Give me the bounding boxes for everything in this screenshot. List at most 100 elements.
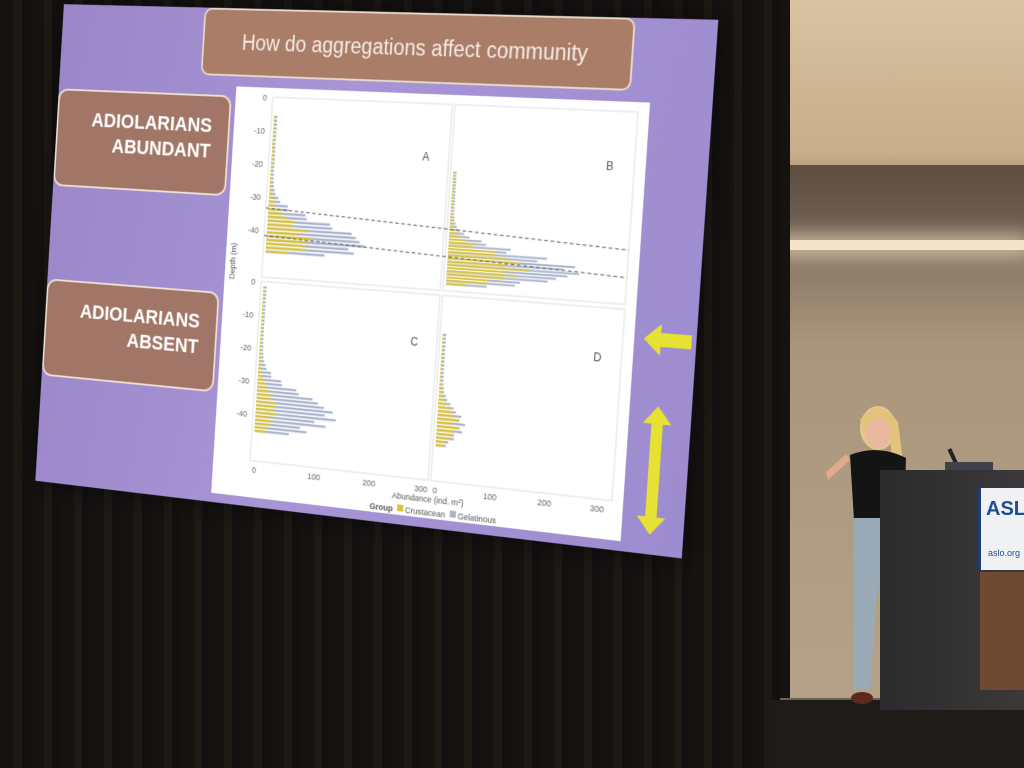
bar-crustacean (262, 305, 264, 307)
y-tick: -10 (254, 125, 266, 135)
bar-crustacean (442, 345, 444, 347)
y-tick: 0 (262, 92, 267, 102)
bar-crustacean (451, 200, 453, 202)
bar-crustacean (439, 387, 442, 390)
vertical-double-arrow-icon (635, 405, 672, 536)
x-tick: 200 (362, 477, 376, 489)
bar-crustacean (274, 116, 276, 118)
bar-crustacean (453, 178, 455, 180)
x-axis-label-close: ) (461, 498, 465, 509)
bar-crustacean (450, 213, 452, 215)
bar-crustacean (453, 175, 455, 177)
bar-crustacean (441, 360, 443, 362)
bar-crustacean (261, 316, 263, 318)
y-tick: -40 (248, 225, 260, 236)
legend-title: Group (369, 501, 393, 514)
bar-crustacean (263, 286, 265, 288)
bar-crustacean (450, 219, 453, 221)
bar-crustacean (263, 297, 265, 299)
bar-crustacean (262, 301, 264, 303)
panel-d (431, 295, 625, 500)
bar-crustacean (274, 120, 276, 122)
x-tick: 0 (252, 465, 257, 475)
bar-crustacean (441, 353, 443, 355)
bar-crustacean (271, 166, 273, 168)
bar-crustacean (261, 319, 263, 321)
bar-crustacean (269, 196, 273, 199)
y-axis-label: Depth (m) (227, 242, 238, 279)
chart-area: A B C D 0 -10 -20 -30 -40 0 -10 -20 -30 … (211, 86, 650, 541)
x-tick: 200 (537, 497, 552, 509)
bar-crustacean (260, 330, 262, 332)
bar-crustacean (270, 185, 272, 187)
label-radiolarians-absent: ADIOLARIANS ABSENT (42, 278, 220, 392)
bar-crustacean (441, 364, 443, 366)
left-arrow-icon (643, 321, 693, 361)
projection-screen: How do aggregations affect community str… (35, 4, 718, 558)
bar-crustacean (271, 158, 273, 160)
bar-crustacean (440, 375, 442, 377)
bar-crustacean (273, 127, 275, 129)
ceiling-soffit (780, 165, 1024, 250)
y-tick: -10 (242, 309, 254, 320)
bar-crustacean (451, 203, 453, 205)
depth-abundance-chart: A B C D 0 -10 -20 -30 -40 0 -10 -20 -30 … (211, 86, 650, 541)
bar-crustacean (273, 123, 275, 125)
bar-crustacean (259, 352, 261, 354)
bar-crustacean (263, 290, 265, 292)
bar-crustacean (269, 193, 272, 195)
bar-crustacean (273, 131, 275, 133)
bar-crustacean (272, 146, 274, 148)
bar-crustacean (273, 135, 275, 137)
slide-title: How do aggregations affect community str… (201, 8, 636, 91)
bar-crustacean (270, 173, 272, 175)
panel-a (262, 97, 453, 290)
bar-crustacean (260, 338, 262, 340)
bar-crustacean (452, 184, 454, 186)
bar-crustacean (440, 372, 442, 374)
light-strip (780, 240, 1024, 250)
aslo-logo: ASL (986, 498, 1024, 521)
bar-crustacean (262, 312, 264, 314)
y-tick: -20 (252, 158, 264, 169)
legend-item: Crustacean (405, 505, 446, 520)
bar-crustacean (258, 363, 261, 365)
bar-crustacean (258, 367, 261, 370)
bar-crustacean (452, 188, 454, 190)
bar-crustacean (268, 204, 274, 207)
bar-crustacean (442, 349, 444, 351)
stage (770, 700, 1024, 768)
panel-letter: A (422, 151, 430, 164)
bar-crustacean (442, 341, 444, 343)
bar-crustacean (269, 200, 275, 203)
bar-crustacean (272, 154, 274, 156)
bar-crustacean (262, 308, 264, 310)
podium-wood-panel (980, 572, 1024, 690)
label-line: ADIOLARIANS (91, 109, 213, 137)
bar-crustacean (271, 162, 273, 164)
bar-crustacean (260, 345, 262, 347)
bar-crustacean (259, 349, 261, 351)
x-tick: 100 (483, 491, 497, 503)
y-tick: -30 (238, 375, 250, 386)
bar-crustacean (270, 181, 272, 183)
legend-swatch-crustacean (397, 504, 403, 511)
bar-crustacean (260, 341, 262, 343)
label-line: ABUNDANT (56, 131, 211, 164)
bar-crustacean (259, 360, 261, 362)
panel-letter: C (410, 336, 418, 349)
bar-crustacean (269, 189, 272, 191)
bar-crustacean (272, 143, 274, 145)
bar-crustacean (441, 356, 443, 358)
bar-crustacean (261, 323, 263, 325)
bar-crustacean (439, 394, 443, 397)
aslo-url: aslo.org (988, 548, 1020, 558)
bar-crustacean (259, 356, 261, 358)
panel-letter: B (606, 160, 614, 173)
bar-crustacean (452, 191, 454, 193)
panel-letter: D (593, 351, 602, 364)
x-tick: 100 (307, 471, 321, 482)
bar-crustacean (272, 150, 274, 152)
bar-crustacean (260, 334, 262, 336)
